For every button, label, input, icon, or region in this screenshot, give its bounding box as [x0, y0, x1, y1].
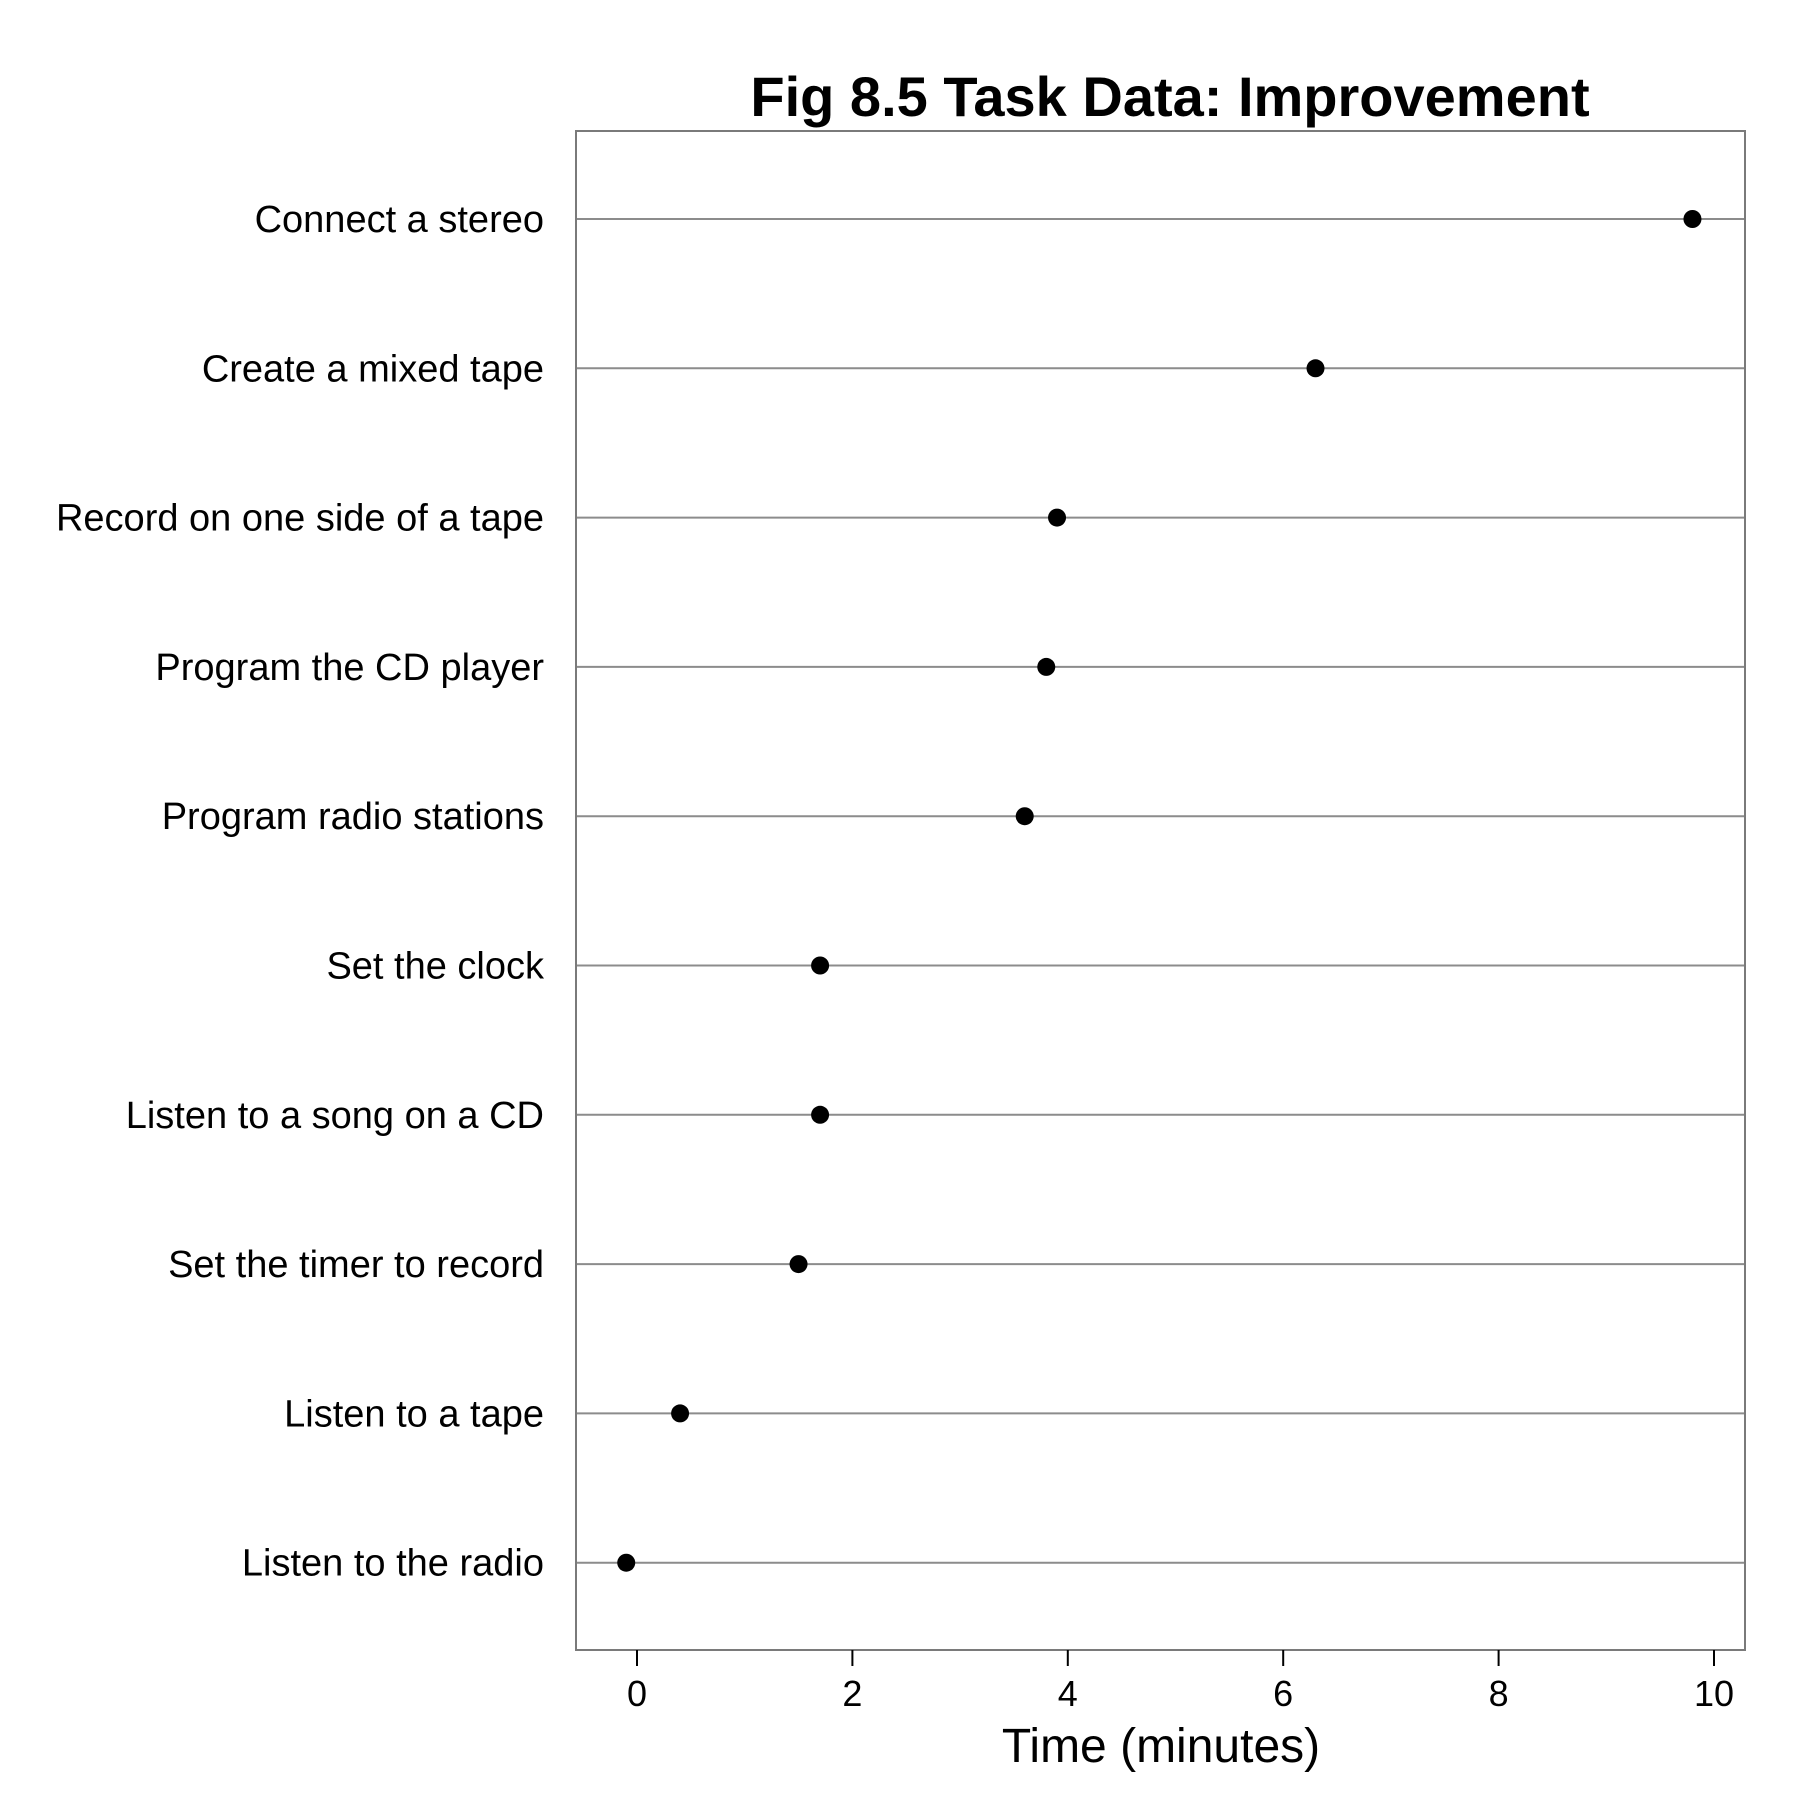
data-point — [1683, 210, 1702, 228]
x-tick-label: 4 — [1058, 1673, 1078, 1714]
data-point — [617, 1553, 636, 1572]
category-label: Record on one side of a tape — [56, 498, 544, 540]
data-point — [671, 1404, 690, 1423]
data-point — [1306, 359, 1325, 378]
data-point — [789, 1255, 808, 1274]
x-tick-label: 10 — [1694, 1673, 1734, 1714]
category-label: Program the CD player — [155, 647, 544, 689]
x-tick-label: 0 — [627, 1673, 647, 1714]
x-tick-label: 8 — [1489, 1673, 1509, 1714]
category-label: Create a mixed tape — [202, 348, 544, 390]
category-label: Set the timer to record — [168, 1244, 544, 1286]
category-label: Listen to a tape — [284, 1393, 544, 1435]
x-axis-title: Time (minutes) — [1002, 1720, 1320, 1773]
x-tick-label: 2 — [842, 1673, 862, 1714]
category-label: Listen to the radio — [242, 1543, 544, 1585]
plot-frame — [575, 130, 1746, 1651]
data-point — [811, 956, 830, 975]
gridlines — [576, 218, 1745, 1564]
category-labels: Connect a stereo Create a mixed tape Recor… — [56, 199, 545, 1585]
x-axis: 0 2 4 6 8 10 — [627, 1650, 1734, 1714]
data-point — [1037, 657, 1056, 676]
data-point — [1048, 508, 1067, 527]
category-label: Program radio stations — [162, 796, 544, 838]
data-point — [1015, 807, 1034, 826]
category-label: Connect a stereo — [255, 199, 544, 241]
data-points — [617, 210, 1702, 1572]
category-label: Set the clock — [326, 946, 545, 988]
chart-title: Fig 8.5 Task Data: Improvement — [750, 65, 1589, 128]
x-tick-label: 6 — [1273, 1673, 1293, 1714]
data-point — [811, 1105, 830, 1124]
category-label: Listen to a song on a CD — [126, 1095, 544, 1137]
